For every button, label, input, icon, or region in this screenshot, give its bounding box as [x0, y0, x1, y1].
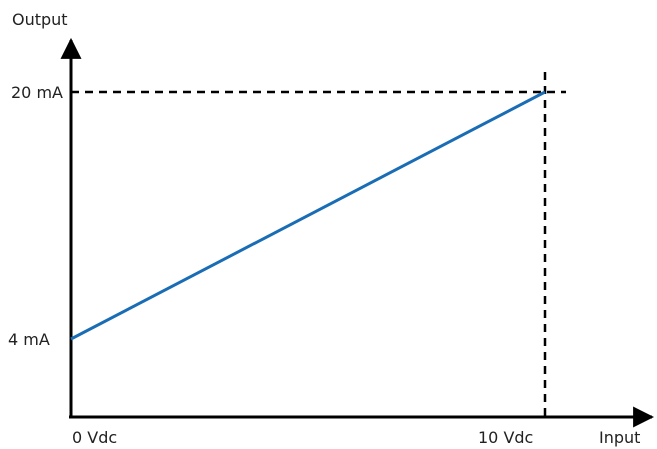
y-axis-title: Output	[12, 10, 68, 29]
y-tick-label-min: 4 mA	[8, 330, 50, 349]
y-tick-label-max: 20 mA	[11, 83, 63, 102]
x-tick-label-min: 0 Vdc	[72, 428, 117, 447]
series-line-0	[70, 90, 546, 341]
x-tick-label-max: 10 Vdc	[478, 428, 533, 447]
x-axis-title: Input	[599, 428, 640, 447]
